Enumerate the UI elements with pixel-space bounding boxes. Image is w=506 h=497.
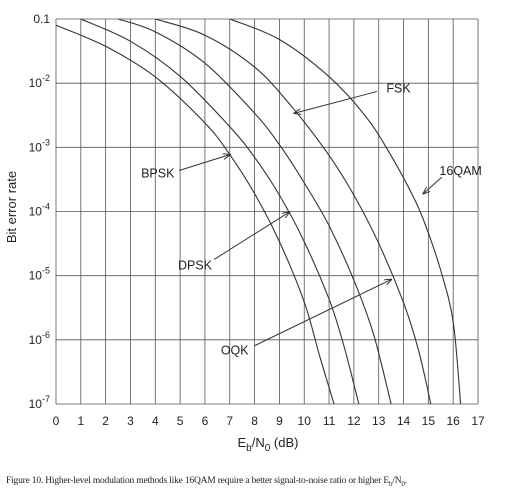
- y-tick-label: 0.1: [33, 12, 50, 26]
- x-tick-label: 7: [226, 414, 233, 428]
- annotation-arrow: [213, 212, 289, 260]
- y-tick-labels: 0.1 10-2 10-3 10-4 10-5 10-6 10-7: [29, 12, 51, 411]
- ber-chart: 0 1 2 3 4 5 6 7 8 9 10 11 12 13 14 15 16 17 0.110-210-310…: [4, 12, 485, 454]
- x-tick-label: 5: [177, 414, 184, 428]
- x-tick-label: 11: [323, 414, 336, 428]
- x-axis-label: Eb/N0 (dB): [238, 435, 299, 454]
- x-tick-label: 12: [347, 414, 361, 428]
- y-axis-label: Bit error rate: [4, 171, 19, 243]
- annotation-label: 16QAM: [439, 164, 481, 178]
- annotation-arrow: [178, 155, 230, 171]
- x-tick-label: 3: [127, 414, 134, 428]
- curves: [56, 19, 462, 404]
- series-line-4: [155, 19, 432, 404]
- figure-caption: Figure 10. Higher-level modulation metho…: [6, 476, 407, 488]
- x-tick-label: 16: [446, 414, 460, 428]
- series-line-3: [117, 19, 392, 404]
- x-tick-label: 8: [251, 414, 258, 428]
- annotation-arrow: [294, 90, 378, 113]
- annotation-label: DPSK: [178, 258, 213, 272]
- annotations: FSK BPSK DPSK 16QAM OQK: [141, 82, 482, 358]
- y-tick-label: 10-4: [29, 202, 50, 219]
- x-tick-label: 4: [152, 414, 159, 428]
- annotation-label: FSK: [386, 82, 411, 96]
- series-line-2: [80, 19, 360, 404]
- x-tick-labels: 0 1 2 3 4 5 6 7 8 9 10 11 12 13 14 15 16 17: [53, 414, 485, 428]
- annotation-label: BPSK: [141, 167, 175, 181]
- y-tick-label: 10-3: [29, 137, 50, 154]
- y-tick-label: 10-7: [29, 394, 50, 411]
- series-line-5: [229, 19, 462, 404]
- y-tick-label: 10-2: [29, 73, 50, 90]
- y-tick-label: 10-6: [29, 330, 50, 347]
- x-tick-label: 6: [202, 414, 209, 428]
- x-tick-label: 15: [422, 414, 436, 428]
- x-tick-label: 10: [298, 414, 312, 428]
- annotation-arrow: [423, 176, 443, 194]
- annotation-label: OQK: [221, 344, 249, 358]
- annotation-arrow: [254, 280, 391, 347]
- y-tick-label: 10-5: [29, 266, 50, 283]
- x-tick-label: 2: [102, 414, 109, 428]
- series-line-1: [56, 24, 335, 404]
- x-tick-label: 1: [77, 414, 84, 428]
- x-tick-label: 0: [53, 414, 60, 428]
- x-tick-label: 17: [471, 414, 485, 428]
- x-tick-label: 9: [276, 414, 283, 428]
- grid: [55, 18, 479, 405]
- x-tick-label: 13: [372, 414, 386, 428]
- x-tick-label: 14: [397, 414, 411, 428]
